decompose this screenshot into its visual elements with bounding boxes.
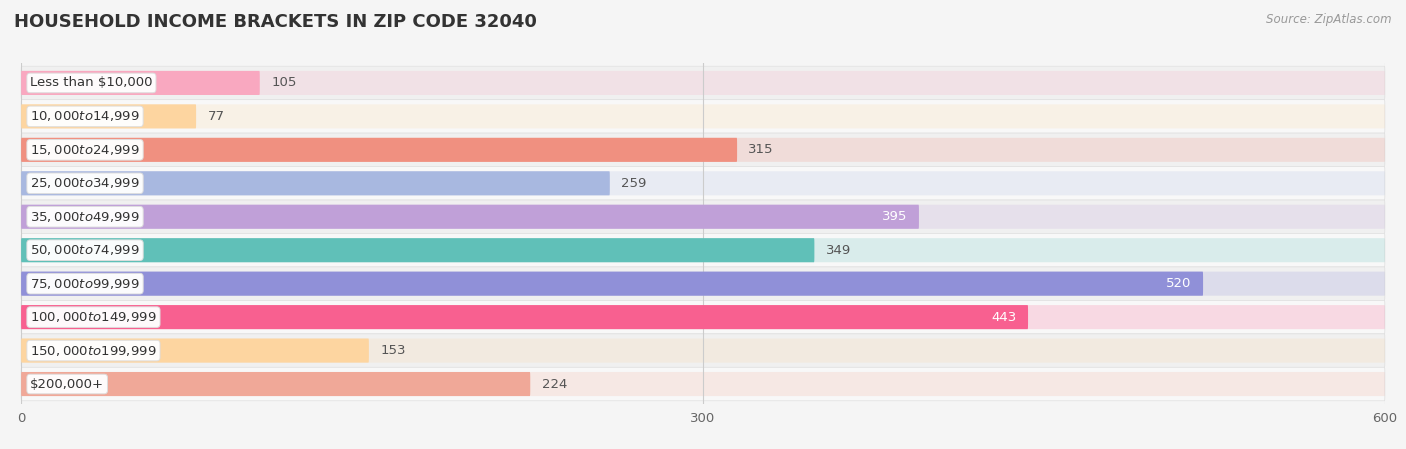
Text: $50,000 to $74,999: $50,000 to $74,999 xyxy=(30,243,139,257)
FancyBboxPatch shape xyxy=(21,133,1385,167)
Text: $25,000 to $34,999: $25,000 to $34,999 xyxy=(30,176,139,190)
Text: 153: 153 xyxy=(380,344,406,357)
FancyBboxPatch shape xyxy=(21,339,368,363)
Text: 349: 349 xyxy=(825,244,851,257)
Text: 105: 105 xyxy=(271,76,297,89)
Text: 443: 443 xyxy=(991,311,1017,324)
FancyBboxPatch shape xyxy=(21,272,1385,296)
Text: 315: 315 xyxy=(748,143,773,156)
FancyBboxPatch shape xyxy=(21,171,610,195)
FancyBboxPatch shape xyxy=(21,171,1385,195)
Text: $35,000 to $49,999: $35,000 to $49,999 xyxy=(30,210,139,224)
FancyBboxPatch shape xyxy=(21,238,814,262)
Text: $10,000 to $14,999: $10,000 to $14,999 xyxy=(30,110,139,123)
Text: $200,000+: $200,000+ xyxy=(30,378,104,391)
Text: 77: 77 xyxy=(208,110,225,123)
FancyBboxPatch shape xyxy=(21,205,1385,229)
Text: $15,000 to $24,999: $15,000 to $24,999 xyxy=(30,143,139,157)
FancyBboxPatch shape xyxy=(21,305,1028,329)
Text: 520: 520 xyxy=(1167,277,1192,290)
Text: 395: 395 xyxy=(882,210,908,223)
FancyBboxPatch shape xyxy=(21,372,1385,396)
Text: Less than $10,000: Less than $10,000 xyxy=(30,76,153,89)
FancyBboxPatch shape xyxy=(21,104,1385,128)
FancyBboxPatch shape xyxy=(21,367,1385,401)
FancyBboxPatch shape xyxy=(21,66,1385,100)
FancyBboxPatch shape xyxy=(21,238,1385,262)
FancyBboxPatch shape xyxy=(21,100,1385,133)
FancyBboxPatch shape xyxy=(21,71,1385,95)
Text: 224: 224 xyxy=(541,378,567,391)
FancyBboxPatch shape xyxy=(21,305,1385,329)
FancyBboxPatch shape xyxy=(21,372,530,396)
FancyBboxPatch shape xyxy=(21,272,1204,296)
FancyBboxPatch shape xyxy=(21,339,1385,363)
FancyBboxPatch shape xyxy=(21,300,1385,334)
FancyBboxPatch shape xyxy=(21,167,1385,200)
FancyBboxPatch shape xyxy=(21,233,1385,267)
FancyBboxPatch shape xyxy=(21,138,1385,162)
FancyBboxPatch shape xyxy=(21,71,260,95)
Text: HOUSEHOLD INCOME BRACKETS IN ZIP CODE 32040: HOUSEHOLD INCOME BRACKETS IN ZIP CODE 32… xyxy=(14,13,537,31)
FancyBboxPatch shape xyxy=(21,138,737,162)
FancyBboxPatch shape xyxy=(21,205,920,229)
FancyBboxPatch shape xyxy=(21,334,1385,367)
Text: Source: ZipAtlas.com: Source: ZipAtlas.com xyxy=(1267,13,1392,26)
FancyBboxPatch shape xyxy=(21,267,1385,300)
Text: $75,000 to $99,999: $75,000 to $99,999 xyxy=(30,277,139,291)
FancyBboxPatch shape xyxy=(21,104,195,128)
Text: 259: 259 xyxy=(621,177,647,190)
FancyBboxPatch shape xyxy=(21,200,1385,233)
Text: $150,000 to $199,999: $150,000 to $199,999 xyxy=(30,343,156,357)
Text: $100,000 to $149,999: $100,000 to $149,999 xyxy=(30,310,156,324)
